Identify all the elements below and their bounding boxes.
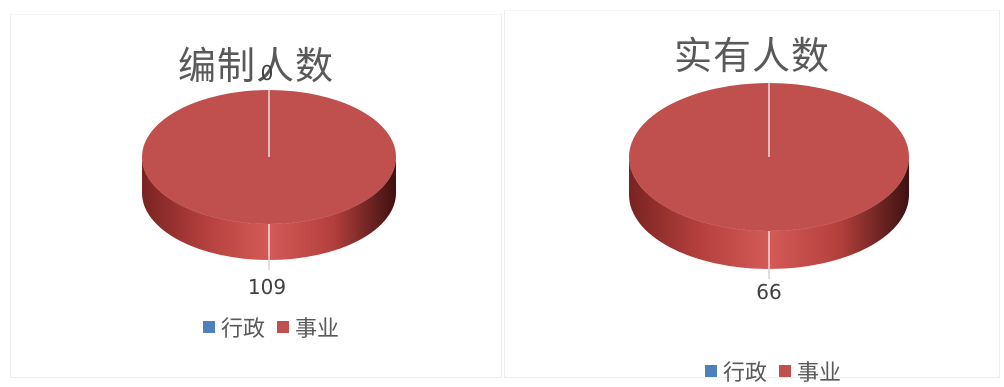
chart-panel-bianzhi: 编制人数 0 109 行政 事业	[10, 14, 502, 378]
legend-label: 事业	[295, 317, 340, 342]
legend-swatch-shiye	[277, 321, 290, 333]
pie-chart-bianzhi	[142, 90, 396, 270]
legend-label: 行政	[221, 317, 266, 342]
legend-item-shiye: 事业	[779, 355, 841, 387]
legend-label: 事业	[797, 361, 842, 386]
pie-side-wall	[629, 157, 909, 269]
legend: 行政 事业	[203, 311, 345, 343]
legend-swatch-shiye	[779, 365, 792, 377]
pie-chart-shiyou	[629, 83, 909, 279]
pie-side-wall	[142, 157, 396, 260]
legend: 行政 事业	[705, 355, 847, 387]
legend-swatch-xingzheng	[705, 365, 717, 377]
chart-title: 编制人数	[177, 44, 334, 88]
legend-swatch-xingzheng	[203, 321, 215, 333]
legend-item-xingzheng: 行政	[705, 355, 767, 387]
legend-item-xingzheng: 行政	[203, 311, 265, 343]
data-label-shiye: 66	[756, 280, 782, 304]
data-label-shiye: 109	[247, 275, 287, 299]
chart-panel-shiyou: 实有人数 66 行政 事业	[504, 10, 1000, 386]
chart-title: 实有人数	[673, 34, 830, 78]
legend-item-shiye: 事业	[277, 311, 339, 343]
legend-label: 行政	[723, 361, 768, 386]
data-label-xingzheng: 0	[260, 61, 274, 85]
